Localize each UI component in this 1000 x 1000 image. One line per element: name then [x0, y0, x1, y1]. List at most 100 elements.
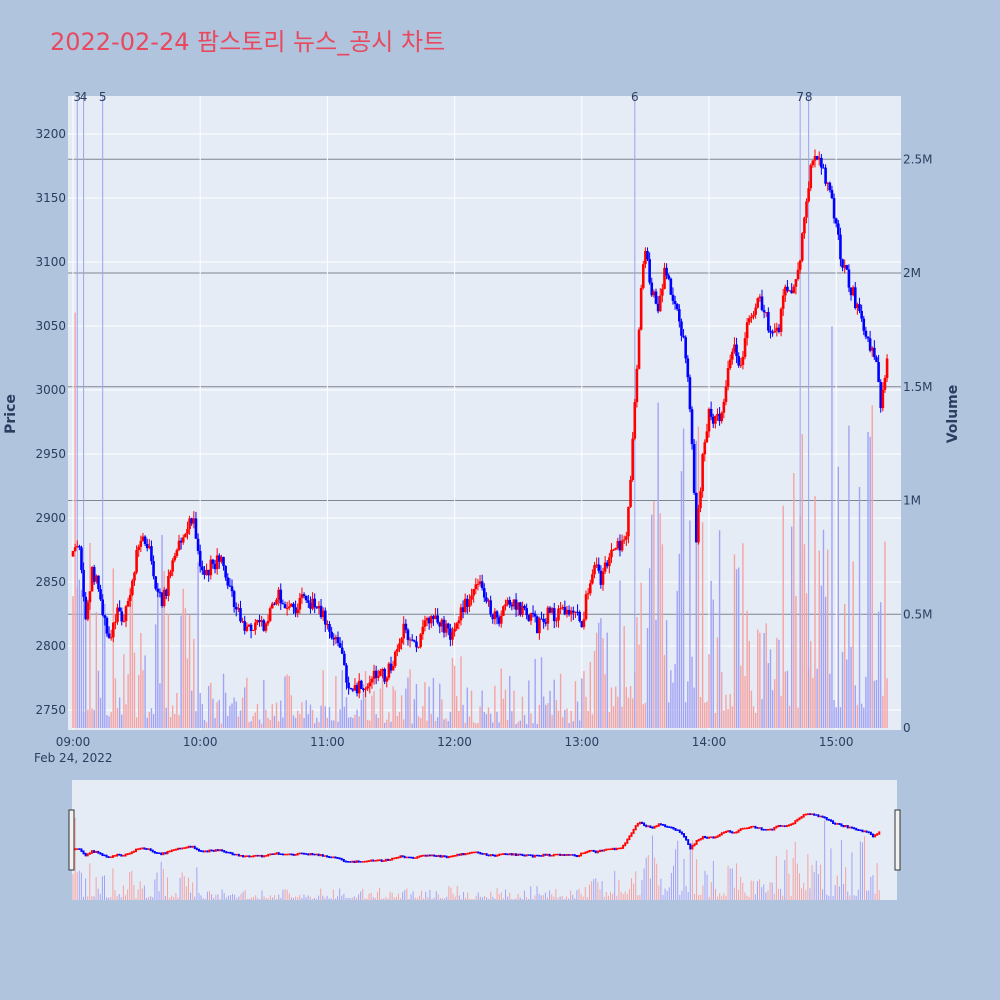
slider-candle [479, 852, 482, 855]
slider-candle [737, 829, 740, 833]
candle-body [731, 351, 734, 360]
slider-candle [804, 813, 807, 816]
slider-volume-bar [148, 896, 150, 900]
slider-volume-bar [557, 897, 559, 900]
candle-body [298, 597, 302, 610]
slider-volume-bar [303, 894, 305, 900]
candle-body [830, 190, 834, 199]
volume-bar [405, 688, 407, 728]
candle-body [565, 609, 569, 615]
range-slider[interactable] [72, 780, 897, 900]
volume-bar [644, 702, 647, 728]
volume-bar [884, 541, 886, 728]
volume-bar [337, 721, 339, 728]
volume-bar [241, 697, 244, 728]
candle-body [652, 291, 656, 296]
slider-candle [676, 829, 679, 832]
candle-body [266, 620, 270, 624]
time-tick-label: 11:00 [310, 735, 345, 749]
candle-body [767, 312, 770, 331]
volume-bar [795, 596, 797, 728]
slider-volume-bar [282, 889, 284, 900]
slider-candle [120, 854, 123, 857]
slider-volume-bar [597, 882, 599, 900]
slider-candle [689, 843, 692, 850]
slider-volume-bar [717, 896, 719, 900]
candle-body [688, 377, 692, 410]
slider-candle [78, 848, 81, 850]
slider-volume-bar [532, 899, 534, 900]
slider-candle [376, 859, 379, 862]
slider-volume-bar [435, 891, 437, 900]
candle-body [135, 549, 138, 573]
slider-volume-bar [173, 897, 175, 900]
slider-volume-bar [339, 888, 341, 900]
candle-body [646, 251, 649, 260]
slider-volume-bar [366, 898, 368, 900]
slider-candle [756, 827, 759, 829]
slider-volume-bar [217, 894, 219, 900]
range-slider-right-handle[interactable] [894, 809, 901, 871]
slider-volume-bar [85, 878, 87, 900]
candle-body [128, 594, 132, 601]
slider-candle [151, 849, 154, 853]
candle-body [758, 296, 762, 299]
volume-bar [674, 664, 676, 728]
volume-bar [333, 720, 335, 728]
range-slider-left-handle[interactable] [68, 809, 75, 871]
slider-volume-bar [523, 890, 525, 900]
volume-bar [443, 719, 445, 728]
volume-bar [252, 715, 254, 728]
slider-candle [162, 852, 165, 856]
volume-bar [248, 722, 250, 728]
slider-candle [651, 826, 654, 829]
slider-volume-bar [118, 893, 120, 900]
slider-volume-bar [297, 897, 299, 900]
slider-volume-bar [731, 868, 733, 900]
slider-candle [204, 850, 207, 853]
slider-candle [288, 853, 291, 856]
slider-volume-bar [269, 895, 271, 900]
candle-body [743, 338, 747, 357]
slider-candle [113, 855, 116, 857]
slider-candle [510, 853, 513, 856]
candle-body [754, 307, 757, 315]
slider-candle [250, 855, 253, 858]
slider-candle [685, 835, 688, 841]
candle-body [586, 593, 590, 595]
slider-candle [227, 851, 230, 854]
candle-body [177, 540, 181, 551]
volume-bar [680, 471, 683, 728]
candle-body [366, 686, 369, 689]
slider-volume-bar [288, 893, 290, 900]
candle-body [90, 567, 94, 592]
slider-candle [447, 855, 450, 859]
candle-body [809, 165, 813, 189]
candle-body [196, 538, 200, 552]
date-label: Feb 24, 2022 [34, 751, 113, 765]
slider-candle [109, 856, 112, 859]
slider-candle [300, 852, 303, 855]
volume-bar [765, 623, 767, 728]
candle-body [71, 551, 75, 557]
slider-volume-bar [568, 898, 570, 900]
candle-body [837, 223, 840, 235]
slider-volume-bar [162, 868, 164, 900]
slider-volume-bar [830, 848, 832, 900]
slider-volume-bar [836, 875, 838, 900]
volume-bar [538, 704, 541, 728]
main-plot-area[interactable] [68, 96, 901, 730]
candle-body [703, 442, 707, 455]
slider-candle [477, 851, 480, 854]
candle-body [101, 599, 104, 616]
candle-body [88, 591, 92, 603]
slider-volume-bar [551, 894, 553, 900]
volume-bar [466, 687, 469, 728]
volume-bar [362, 684, 365, 728]
slider-candle [619, 847, 622, 850]
slider-volume-bar [318, 895, 320, 900]
slider-volume-bar [775, 856, 777, 900]
slider-volume-bar [664, 888, 666, 900]
slider-candle [825, 817, 828, 821]
volume-bar [214, 718, 216, 728]
